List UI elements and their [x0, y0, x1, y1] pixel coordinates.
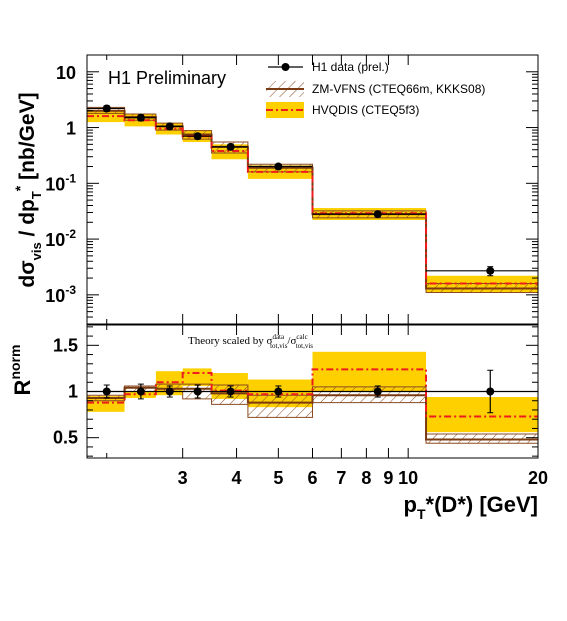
x-tick-label-6: 9	[383, 468, 393, 488]
lower-zm-band-5	[247, 395, 313, 418]
upper-zm-central-line	[87, 109, 538, 290]
lower-hvq-band-6	[312, 351, 427, 392]
x-tick-label-8: 20	[528, 468, 548, 488]
upper-hvq-central-line	[87, 115, 538, 285]
legend: H1 data (prel.) ZM-VFNS (CTEQ66m, KKKS08…	[266, 60, 485, 118]
upper-y-tick-labels: 10-3 10-2 10-1 1 10	[45, 63, 76, 306]
upper-y-tick-label-4: 10	[56, 63, 76, 83]
x-tick-label-7: 10	[398, 468, 418, 488]
x-axis-label: pT*(D*) [GeV]	[404, 492, 538, 522]
legend-label-data: H1 data (prel.)	[312, 60, 389, 74]
upper-data-point-7	[486, 266, 495, 275]
upper-data-point-4	[226, 142, 235, 151]
upper-data-point-1	[136, 113, 145, 122]
lower-data-point-7	[486, 387, 495, 396]
lower-data-point-2	[165, 387, 174, 396]
ratio-annotation: Theory scaled by σdata tot,vis/σcalc tot,v…	[188, 333, 313, 350]
upper-y-tick-label-1: 10-2	[45, 227, 76, 250]
lower-data-point-4	[226, 387, 235, 396]
lower-y-tick-label-0: 0.5	[53, 428, 78, 448]
x-tick-label-4: 7	[336, 468, 346, 488]
legend-label-zm: ZM-VFNS (CTEQ66m, KKKS08)	[312, 82, 485, 96]
x-tick-label-0: 3	[178, 468, 188, 488]
lower-data-point-0	[102, 387, 111, 396]
lower-data-points	[87, 369, 538, 414]
upper-data-point-0	[102, 104, 111, 113]
upper-data-point-2	[165, 122, 174, 131]
upper-data-point-3	[193, 132, 202, 141]
lower-data-point-6	[373, 387, 382, 396]
x-tick-label-3: 6	[307, 468, 317, 488]
x-tick-label-2: 5	[273, 468, 283, 488]
upper-data-point-6	[373, 210, 382, 219]
upper-data-point-5	[274, 162, 283, 171]
lower-hvq-band-7	[426, 397, 538, 433]
lower-y-axis-label: Rnorm	[7, 345, 35, 396]
x-tick-label-1: 4	[232, 468, 242, 488]
lower-zm-central-line	[87, 386, 538, 441]
x-tick-labels: 3 4 5 6 7 8 9 10 20	[178, 468, 548, 488]
lower-y-tick-labels: 0.5 1 1.5	[53, 335, 78, 447]
upper-theory-bands	[87, 106, 538, 294]
lower-hvq-band-3	[182, 368, 212, 386]
upper-y-tick-label-3: 1	[66, 119, 76, 139]
legend-label-hvq: HVQDIS (CTEQ5f3)	[312, 103, 419, 117]
lower-y-tick-label-1: 1	[68, 382, 78, 402]
x-tick-label-5: 8	[361, 468, 371, 488]
lower-data-point-3	[193, 387, 202, 396]
legend-item-hvq: HVQDIS (CTEQ5f3)	[266, 102, 419, 118]
legend-item-data: H1 data (prel.)	[268, 60, 389, 74]
legend-item-zm: ZM-VFNS (CTEQ66m, KKKS08)	[266, 81, 485, 97]
upper-y-tick-label-2: 10-1	[45, 171, 76, 194]
lower-data-point-1	[136, 387, 145, 396]
lower-theory-bands	[87, 351, 538, 444]
chart-title: H1 Preliminary	[108, 68, 226, 88]
upper-data-points	[87, 104, 538, 277]
upper-y-tick-label-0: 10-3	[45, 283, 76, 306]
lower-y-tick-label-2: 1.5	[53, 335, 78, 355]
upper-axis-ticks	[87, 54, 539, 325]
upper-y-axis-label: dσvis / dpT* [nb/GeV]	[12, 92, 44, 287]
lower-data-point-5	[274, 387, 283, 396]
